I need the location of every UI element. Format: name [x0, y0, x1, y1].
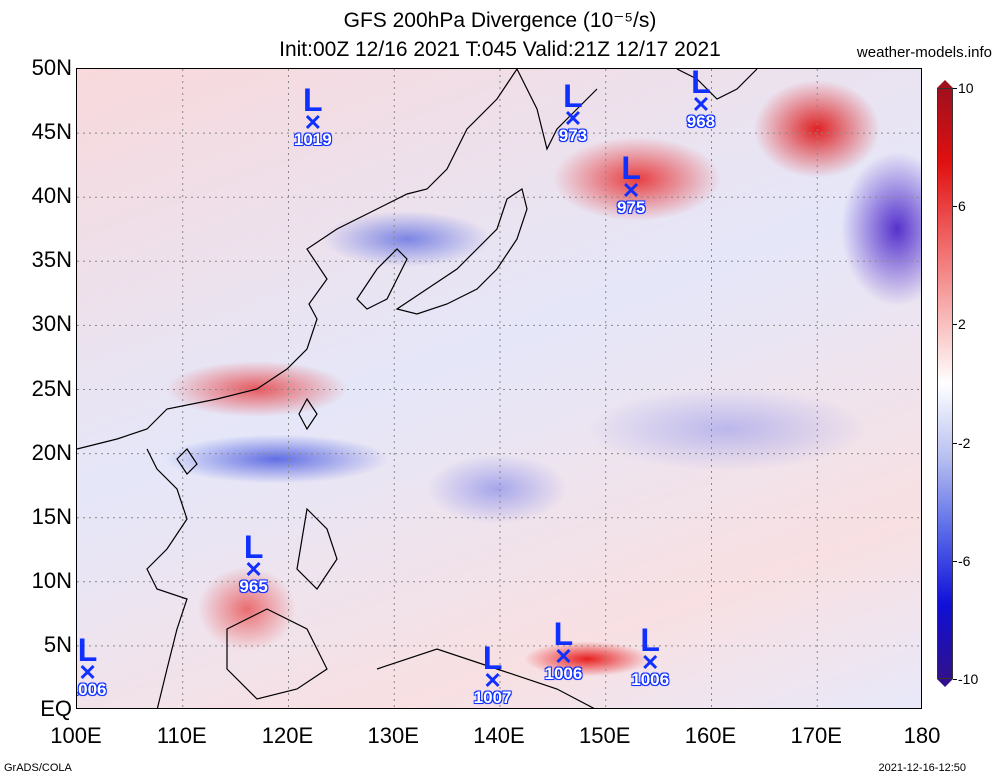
- lon-label: 130E: [367, 723, 419, 748]
- coastlines: [77, 69, 758, 708]
- low-center-x-icon: ✕: [691, 91, 711, 117]
- divergence-map: L✕1019L✕973L✕968L✕975L✕965L✕1006L✕1007L✕…: [76, 68, 922, 709]
- colorbar-bottom-cap: [937, 679, 953, 687]
- site-label: weather-models.info: [856, 44, 992, 61]
- low-pressure-value: 968: [686, 111, 716, 131]
- lat-label: 20N: [31, 439, 72, 465]
- colorbar: [937, 88, 953, 679]
- lon-label: 120E: [261, 723, 314, 748]
- colorbar-top-cap: [937, 80, 953, 88]
- low-center-x-icon: ✕: [244, 557, 263, 583]
- low-pressure-center: L ✕ 973: [548, 77, 598, 145]
- colorbar-tick: [953, 679, 957, 680]
- low-symbol: L: [243, 529, 264, 566]
- lat-label: 5N: [43, 631, 72, 657]
- low-symbol: L: [640, 621, 660, 658]
- colorbar-tick: [953, 206, 957, 208]
- lat-label: 25N: [31, 375, 72, 401]
- low-center-x-icon: ✕: [483, 667, 502, 693]
- lat-label: 30N: [31, 311, 72, 337]
- low-pressure-center: L✕1006: [77, 631, 113, 699]
- low-pressure-center: L ✕ 1019: [288, 81, 338, 149]
- lat-label: 40N: [31, 183, 72, 209]
- lon-label: 180: [903, 723, 941, 748]
- lat-label: 45N: [31, 119, 72, 145]
- low-pressure-value: 975: [616, 197, 646, 217]
- low-pressure-value: 1006: [544, 664, 583, 684]
- colorbar-label: 10: [958, 80, 974, 96]
- low-pressure-center: L✕1006: [625, 621, 675, 689]
- low-pressure-value: 1006: [77, 679, 107, 699]
- chart-title: GFS 200hPa Divergence (10⁻⁵/s): [343, 9, 657, 32]
- low-center-x-icon: ✕: [563, 105, 583, 131]
- low-symbol: L: [691, 68, 711, 100]
- low-symbol: L: [303, 81, 323, 118]
- lon-label: 110E: [156, 723, 207, 748]
- low-center-x-icon: ✕: [78, 659, 97, 685]
- colorbar-label: 2: [958, 316, 966, 333]
- low-center-x-icon: ✕: [554, 644, 573, 670]
- low-pressure-center: L ✕ 965: [229, 529, 279, 597]
- lon-label: 100E: [50, 723, 102, 748]
- low-center-x-icon: ✕: [640, 649, 660, 675]
- low-center-x-icon: ✕: [621, 177, 641, 203]
- lat-label: 15N: [31, 503, 72, 529]
- low-symbol: L: [553, 616, 574, 653]
- lat-label: 35N: [31, 247, 72, 273]
- low-symbol: L: [482, 639, 503, 676]
- low-pressure-center: L✕1006: [538, 616, 588, 684]
- low-pressure-value: 973: [558, 125, 588, 145]
- low-symbol: L: [563, 77, 583, 114]
- lon-label: 150E: [579, 723, 631, 748]
- lat-label: EQ: [40, 696, 72, 721]
- lat-label: 10N: [31, 567, 72, 593]
- low-symbol: L: [77, 631, 98, 668]
- lon-label: 170E: [790, 723, 842, 748]
- low-pressure-value: 1006: [631, 669, 670, 689]
- footer-timestamp: 2021-12-16-12:50: [878, 762, 966, 774]
- low-pressure-center: L ✕ 968: [676, 68, 726, 131]
- colorbar-tick: [953, 442, 957, 444]
- low-pressure-center: L ✕ 975: [606, 149, 656, 217]
- colorbar-tick: [953, 324, 957, 326]
- chart-subtitle: Init:00Z 12/16 2021 T:045 Valid:21Z 12/1…: [279, 38, 721, 61]
- lon-label: 160E: [684, 723, 737, 748]
- colorbar-tick: [953, 88, 957, 89]
- footer-left: GrADS/COLA: [4, 762, 72, 774]
- low-center-x-icon: ✕: [303, 109, 323, 135]
- map-overlay: [77, 69, 921, 708]
- low-pressure-value: 965: [239, 577, 268, 597]
- low-pressure-value: 1007: [473, 687, 512, 707]
- colorbar-label: -2: [958, 434, 971, 451]
- colorbar-label: -10: [958, 671, 979, 687]
- low-pressure-center: L ✕ 1007: [468, 639, 518, 707]
- colorbar-label: -6: [958, 552, 971, 569]
- low-pressure-value: 1019: [293, 129, 332, 149]
- colorbar-tick: [953, 560, 957, 562]
- lon-label: 140E: [473, 723, 525, 748]
- colorbar-label: 6: [958, 198, 966, 215]
- lat-label: 50N: [31, 55, 72, 80]
- low-symbol: L: [621, 149, 641, 186]
